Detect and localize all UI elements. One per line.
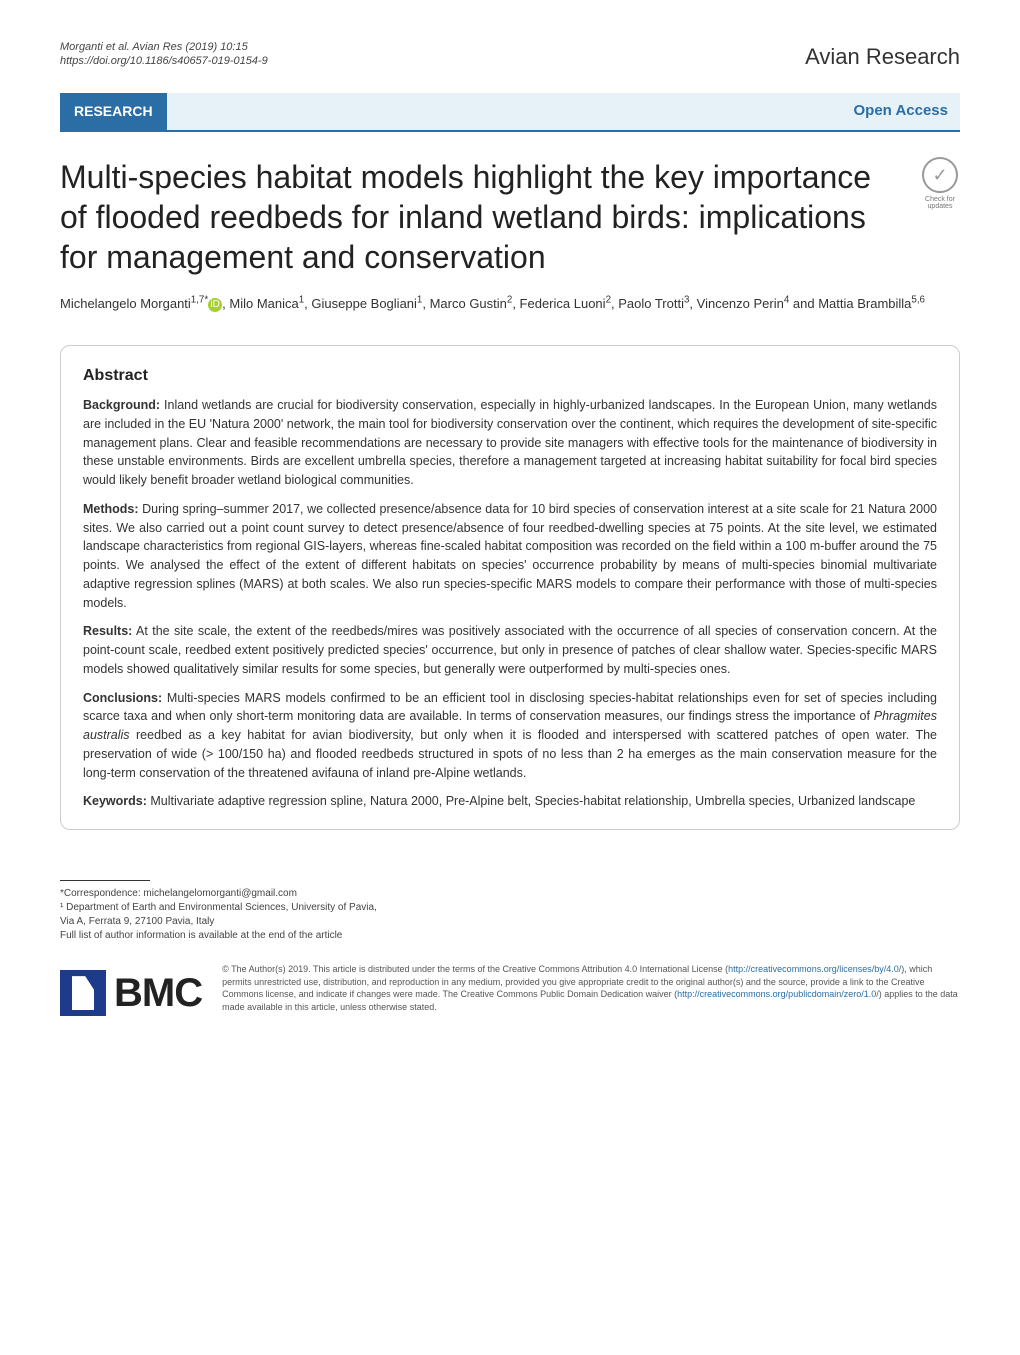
crossmark-text-2: updates xyxy=(920,203,960,210)
keywords-label: Keywords: xyxy=(83,794,147,808)
results-text: At the site scale, the extent of the ree… xyxy=(83,624,937,676)
conclusions-text: Multi-species MARS models confirmed to b… xyxy=(83,691,937,780)
open-access-label: Open Access xyxy=(854,100,949,123)
author-names: Michelangelo Morganti1,7*iD, Milo Manica… xyxy=(60,296,925,311)
background-text: Inland wetlands are crucial for biodiver… xyxy=(83,398,937,487)
keywords-section: Keywords: Multivariate adaptive regressi… xyxy=(83,792,937,811)
publisher-row: BMC © The Author(s) 2019. This article i… xyxy=(60,963,960,1023)
affiliation-line-1b: Via A, Ferrata 9, 27100 Pavia, Italy xyxy=(60,915,960,929)
abstract-methods: Methods: During spring–summer 2017, we c… xyxy=(83,500,937,613)
background-label: Background: xyxy=(83,398,160,412)
citation-block: Morganti et al. Avian Res (2019) 10:15 h… xyxy=(60,40,268,69)
abstract-box: Abstract Background: Inland wetlands are… xyxy=(60,345,960,830)
journal-name: Avian Research xyxy=(805,40,960,73)
crossmark-text-1: Check for xyxy=(920,196,960,203)
correspondence-block: *Correspondence: michelangelomorganti@gm… xyxy=(60,887,960,943)
article-title: Multi-species habitat models highlight t… xyxy=(60,157,900,277)
abstract-results: Results: At the site scale, the extent o… xyxy=(83,622,937,678)
title-row: Multi-species habitat models highlight t… xyxy=(60,157,960,277)
cc-license-link[interactable]: http://creativecommons.org/licenses/by/4… xyxy=(728,964,901,974)
page-header: Morganti et al. Avian Res (2019) 10:15 h… xyxy=(60,40,960,73)
bmc-text: BMC xyxy=(114,963,202,1023)
category-label: RESEARCH xyxy=(60,93,167,130)
bmc-mark-icon xyxy=(60,970,106,1016)
methods-label: Methods: xyxy=(83,502,139,516)
abstract-background: Background: Inland wetlands are crucial … xyxy=(83,396,937,490)
orcid-icon[interactable]: iD xyxy=(208,298,222,312)
authors-list: Michelangelo Morganti1,7*iD, Milo Manica… xyxy=(60,293,960,315)
doi-line: https://doi.org/10.1186/s40657-019-0154-… xyxy=(60,54,268,68)
category-bar: RESEARCH Open Access xyxy=(60,93,960,132)
crossmark-widget[interactable]: ✓ Check for updates xyxy=(920,157,960,207)
correspondence-email: michelangelomorganti@gmail.com xyxy=(143,888,297,899)
footnote-divider xyxy=(60,880,150,881)
keywords-text: Multivariate adaptive regression spline,… xyxy=(150,794,915,808)
methods-text: During spring–summer 2017, we collected … xyxy=(83,502,937,610)
cc-waiver-link[interactable]: http://creativecommons.org/publicdomain/… xyxy=(677,989,879,999)
conclusions-label: Conclusions: xyxy=(83,691,162,705)
results-label: Results: xyxy=(83,624,132,638)
citation-line: Morganti et al. Avian Res (2019) 10:15 xyxy=(60,40,268,54)
crossmark-check-icon: ✓ xyxy=(922,157,958,193)
full-list-note: Full list of author information is avail… xyxy=(60,929,960,943)
abstract-conclusions: Conclusions: Multi-species MARS models c… xyxy=(83,689,937,783)
correspondence-label: *Correspondence: xyxy=(60,888,141,899)
license-text: © The Author(s) 2019. This article is di… xyxy=(222,963,960,1013)
abstract-heading: Abstract xyxy=(83,364,937,388)
correspondence-line: *Correspondence: michelangelomorganti@gm… xyxy=(60,887,960,901)
affiliation-line-1: ¹ Department of Earth and Environmental … xyxy=(60,901,960,915)
bmc-logo: BMC xyxy=(60,963,202,1023)
